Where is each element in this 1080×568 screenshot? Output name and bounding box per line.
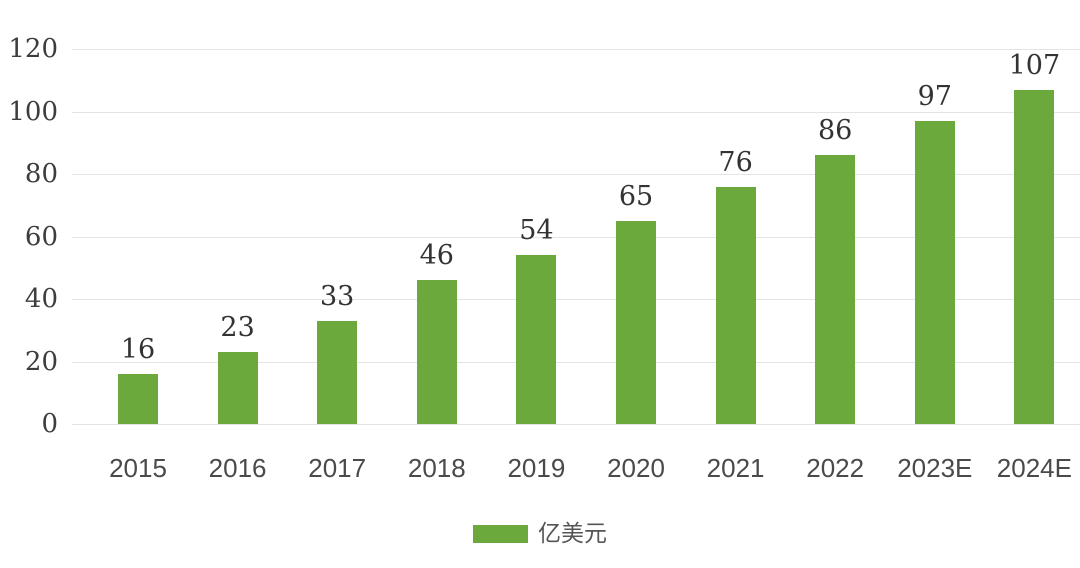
x-tick-label-2017: 2017 [308,453,367,483]
bar-value-label-2016: 23 [220,312,255,344]
bar-value-label-2020: 65 [618,180,654,212]
y-tick-label-40: 40 [24,284,58,314]
y-tick-label-120: 120 [8,34,58,64]
gridline-y-40 [72,299,1080,300]
bar-2016 [217,352,258,424]
bar-value-label-2024E: 107 [1008,49,1061,81]
bar-2023E [914,120,955,424]
bar-2018 [416,280,457,424]
gridline-y-80 [72,174,1080,175]
x-tick-label-2023E: 2023E [897,453,973,483]
bar-value-label-2015: 16 [120,334,156,365]
gridline-y-100 [72,111,1080,113]
gridline-y-20 [72,361,1080,363]
gridline-y-120 [72,49,1080,50]
bar-2024E [1014,89,1055,424]
x-tick-label-2022: 2022 [806,453,865,483]
bar-2019 [516,255,557,424]
bar-2022 [815,155,856,424]
x-tick-label-2015: 2015 [109,453,167,483]
x-tick-label-2019: 2019 [507,453,566,483]
bar-value-label-2019: 54 [519,215,554,247]
gridline-y-0 [72,424,1080,425]
bar-value-label-2023E: 97 [917,80,952,112]
x-tick-label-2016: 2016 [208,453,267,483]
x-tick-label-2024E: 2024E [996,453,1072,483]
bar-2017 [317,320,358,424]
bar-2015 [118,374,158,424]
y-tick-label-0: 0 [41,409,58,439]
bar-2021 [715,186,756,424]
bar-value-label-2022: 86 [818,115,853,147]
bar-2020 [616,220,656,424]
x-tick-label-2020: 2020 [607,453,665,483]
legend: 亿美元 [0,522,1080,545]
y-tick-label-20: 20 [24,346,58,377]
legend-label: 亿美元 [538,520,607,546]
y-tick-label-60: 60 [24,221,58,252]
x-tick-label-2018: 2018 [407,453,466,483]
x-tick-label-2021: 2021 [706,453,765,483]
gridline-y-60 [72,236,1080,238]
legend-swatch-icon [473,524,528,543]
y-tick-label-80: 80 [24,159,58,189]
y-tick-label-100: 100 [8,96,58,127]
bar-value-label-2017: 33 [320,280,355,312]
bar-value-label-2018: 46 [419,240,454,272]
bar-value-label-2021: 76 [718,146,753,178]
